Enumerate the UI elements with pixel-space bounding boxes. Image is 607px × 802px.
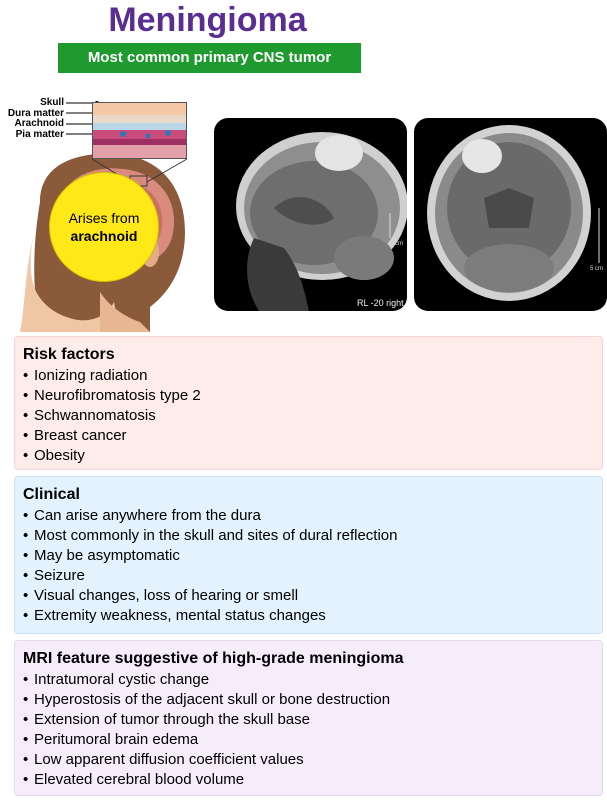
list-item: Can arise anywhere from the dura — [23, 506, 594, 526]
list-item: Schwannomatosis — [23, 406, 594, 426]
list-item: Seizure — [23, 566, 594, 586]
list-item: Elevated cerebral blood volume — [23, 770, 594, 790]
clinical-heading: Clinical — [23, 486, 80, 503]
list-item: May be asymptomatic — [23, 546, 594, 566]
clinical-list: Can arise anywhere from the dura Most co… — [23, 506, 594, 626]
layer-label-pia: Pia matter — [15, 128, 64, 140]
arachnoid-text: arachnoid — [70, 228, 138, 244]
meninges-zoom-inset — [92, 102, 187, 159]
sagittal-caption: RL -20 right — [357, 298, 404, 308]
mri-sagittal-image: 5 cm RL -20 right — [214, 118, 407, 311]
mri-coronal-image: 5 cm — [414, 118, 607, 311]
arises-from-text: Arises from — [68, 210, 140, 226]
list-item: Obesity — [23, 446, 594, 466]
list-item: Hyperostosis of the adjacent skull or bo… — [23, 690, 594, 710]
subtitle-banner: Most common primary CNS tumor — [58, 43, 361, 73]
list-item: Visual changes, loss of hearing or smell — [23, 586, 594, 606]
arises-from-callout: Arises from arachnoid — [49, 172, 159, 282]
mri-features-card: MRI feature suggestive of high-grade men… — [14, 640, 603, 796]
list-item: Ionizing radiation — [23, 366, 594, 386]
mri-features-heading: MRI feature suggestive of high-grade men… — [23, 650, 404, 667]
list-item: Neurofibromatosis type 2 — [23, 386, 594, 406]
list-item: Intratumoral cystic change — [23, 670, 594, 690]
page-title: Meningioma — [108, 1, 307, 39]
layer-label-dura: Dura matter — [7, 107, 64, 119]
anatomy-illustration: Skull Dura matter Arachnoid Pia matter A… — [0, 92, 210, 332]
risk-factors-list: Ionizing radiation Neurofibromatosis typ… — [23, 366, 594, 466]
list-item: Extremity weakness, mental status change… — [23, 606, 594, 626]
risk-factors-card: Risk factors Ionizing radiation Neurofib… — [14, 336, 603, 470]
mri-features-list: Intratumoral cystic change Hyperostosis … — [23, 670, 594, 790]
sagittal-scale-label: 5 cm — [390, 241, 403, 247]
layer-label-arachnoid: Arachnoid — [14, 118, 64, 129]
meninges-layer-labels: Skull Dura matter Arachnoid Pia matter — [0, 97, 64, 140]
list-item: Peritumoral brain edema — [23, 730, 594, 750]
risk-factors-heading: Risk factors — [23, 346, 115, 363]
list-item: Low apparent diffusion coefficient value… — [23, 750, 594, 770]
list-item: Breast cancer — [23, 426, 594, 446]
list-item: Extension of tumor through the skull bas… — [23, 710, 594, 730]
layer-label-skull: Skull — [40, 97, 64, 108]
clinical-card: Clinical Can arise anywhere from the dur… — [14, 476, 603, 634]
coronal-scale-label: 5 cm — [590, 266, 603, 272]
list-item: Most commonly in the skull and sites of … — [23, 526, 594, 546]
